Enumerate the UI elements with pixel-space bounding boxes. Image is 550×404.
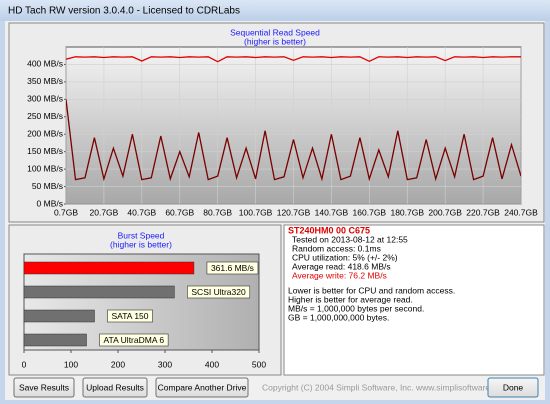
y-tick-label: 350 MB/s [27, 76, 63, 86]
series-line [66, 99, 521, 182]
x-tick-label: 180.7GB [390, 207, 424, 217]
x-tick-label: 140.7GB [315, 207, 349, 217]
x-tick-label: 240.7GB [504, 207, 538, 217]
bar-label: 361.6 MB/s [211, 263, 254, 273]
info-note: Lower is better for CPU and random acces… [288, 285, 455, 295]
button-label[interactable]: Upload Results [86, 382, 144, 392]
x-tick-label: 160.7GB [353, 207, 387, 217]
x-tick-label: 300 [158, 359, 172, 369]
bar-label: SCSI Ultra320 [191, 287, 246, 297]
bar-label-box [187, 285, 251, 299]
info-panel [283, 224, 545, 376]
x-tick-label: 200.7GB [428, 207, 462, 217]
info-line: Average read: 418.6 MB/s [292, 261, 391, 271]
bar-label: ATA UltraDMA 6 [104, 335, 165, 345]
x-tick-label: 220.7GB [466, 207, 500, 217]
burst-title: Burst Speed [118, 230, 165, 240]
info-note: GB = 1,000,000,000 bytes. [288, 312, 389, 322]
button[interactable] [13, 377, 75, 398]
bar-label-box [107, 309, 153, 323]
bar-label-box [206, 261, 259, 275]
button[interactable] [155, 377, 249, 398]
y-tick-label: 100 MB/s [27, 163, 63, 173]
info-note: Higher is better for average read. [288, 294, 413, 304]
burst-subtitle: (higher is better) [110, 239, 172, 249]
x-tick-label: 60.7GB [165, 207, 194, 217]
info-line: CPU utilization: 5% (+/- 2%) [292, 252, 398, 262]
info-line: Random access: 0.1ms [292, 243, 381, 253]
x-tick-label: 40.7GB [127, 207, 156, 217]
bar [23, 261, 195, 275]
chart-subtitle: (higher is better) [244, 36, 306, 46]
y-tick-label: 200 MB/s [27, 128, 63, 138]
x-tick-label: 0.7GB [54, 207, 78, 217]
series-line [66, 56, 521, 63]
info-note: MB/s = 1,000,000 bytes per second. [288, 303, 424, 313]
x-tick-label: 400 [205, 359, 219, 369]
x-tick-label: 80.7GB [203, 207, 232, 217]
button-label[interactable]: Save Results [19, 382, 69, 392]
button-label[interactable]: Compare Another Drive [158, 382, 247, 392]
copyright: Copyright (C) 2004 Simpli Software, Inc.… [262, 382, 509, 392]
bar-label-box [99, 333, 169, 347]
drive-name: ST240HM0 00 C675 [288, 225, 370, 235]
y-tick-label: 150 MB/s [27, 146, 63, 156]
window-title: HD Tach RW version 3.0.4.0 - Licensed to… [8, 6, 240, 17]
x-tick-label: 20.7GB [90, 207, 119, 217]
info-line: Average write: 76.2 MB/s [292, 270, 387, 280]
y-tick-label: 250 MB/s [27, 111, 63, 121]
button-label[interactable]: Done [503, 382, 524, 392]
bar [23, 333, 87, 347]
y-tick-label: 50 MB/s [32, 181, 63, 191]
y-tick-label: 300 MB/s [27, 94, 63, 104]
bar [23, 285, 175, 299]
bar [23, 309, 95, 323]
info-line: Tested on 2013-08-12 at 12:55 [292, 234, 408, 244]
title-bar [0, 0, 550, 21]
x-tick-label: 500 [252, 359, 266, 369]
chart-title: Sequential Read Speed [230, 27, 320, 37]
button[interactable] [82, 377, 148, 398]
x-tick-label: 0 [22, 359, 27, 369]
x-tick-label: 200 [111, 359, 125, 369]
bar-label: SATA 150 [112, 311, 149, 321]
x-tick-label: 120.7GB [277, 207, 311, 217]
y-tick-label: 0 MB/s [37, 198, 63, 208]
button[interactable] [487, 377, 539, 398]
x-tick-label: 100.7GB [239, 207, 273, 217]
y-tick-label: 400 MB/s [27, 59, 63, 69]
x-tick-label: 100 [64, 359, 78, 369]
